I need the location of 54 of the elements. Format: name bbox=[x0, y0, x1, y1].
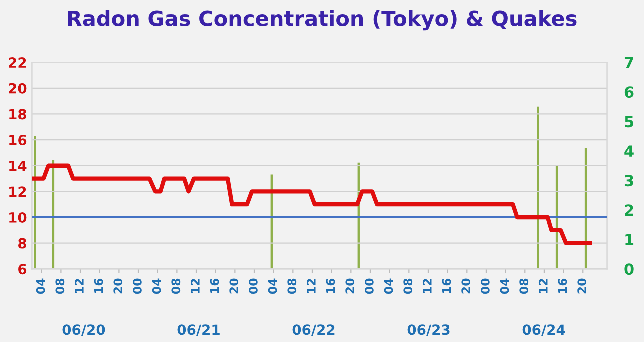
x-tick-label: 04 bbox=[152, 278, 162, 294]
x-tick-label: 08 bbox=[288, 278, 297, 294]
y2-tick-label: 2 bbox=[625, 204, 634, 216]
x-tick-label: 16 bbox=[558, 278, 568, 294]
y2-tick-label: 6 bbox=[624, 86, 634, 98]
x-tick-label: 08 bbox=[404, 278, 413, 294]
y-tick-label: 14 bbox=[10, 161, 27, 172]
x-tick-label: 08 bbox=[172, 278, 181, 294]
x-tick-label: 20 bbox=[230, 278, 239, 294]
y-tick-label: 20 bbox=[9, 83, 27, 94]
x-tick-label: 08 bbox=[56, 278, 65, 294]
y-tick-label: 22 bbox=[9, 58, 26, 68]
text: 06/22 bbox=[292, 324, 335, 336]
x-tick-label: 20 bbox=[114, 278, 123, 294]
x-tick-label: 12 bbox=[306, 279, 316, 294]
x-tick-label: 20 bbox=[346, 278, 355, 294]
x-tick-label: 12 bbox=[75, 279, 84, 294]
x-tick-label: 08 bbox=[520, 278, 529, 294]
x-tick-label: 20 bbox=[578, 278, 587, 294]
text: 06/21 bbox=[178, 324, 220, 336]
x-tick-label: 04 bbox=[36, 278, 46, 294]
chart-title: Radon Gas Concentration (Tokyo) & Quakes bbox=[68, 10, 577, 31]
x-tick-label: 20 bbox=[462, 278, 471, 294]
bar bbox=[537, 106, 540, 270]
y-tick-label: 12 bbox=[10, 186, 26, 197]
y2-tick-label: 4 bbox=[624, 146, 634, 157]
x-tick-label: 12 bbox=[191, 279, 200, 294]
x-tick-label: 04 bbox=[384, 278, 394, 294]
y-tick-label: 10 bbox=[10, 212, 27, 223]
x-tick-label: 12 bbox=[538, 279, 548, 294]
text: 06/20 bbox=[62, 324, 106, 336]
x-tick-label: 04 bbox=[268, 278, 278, 294]
y2-tick-label: 7 bbox=[624, 57, 634, 68]
y2-tick-label: 3 bbox=[624, 175, 634, 187]
x-tick-label: 12 bbox=[422, 279, 432, 294]
line-series bbox=[32, 164, 592, 246]
y2-tick-label: 1 bbox=[626, 234, 634, 246]
y2-tick-label: 5 bbox=[625, 116, 634, 128]
x-tick-label: 16 bbox=[210, 278, 220, 294]
x-tick-label: 00 bbox=[133, 278, 142, 294]
y2-tick-label: 0 bbox=[624, 264, 634, 276]
text: 06/24 bbox=[522, 324, 566, 336]
x-tick-label: 04 bbox=[500, 278, 510, 294]
text: 06/23 bbox=[408, 324, 450, 336]
x-tick-label: 00 bbox=[364, 278, 374, 294]
y-tick-label: 6 bbox=[18, 264, 27, 275]
x-tick-label: 16 bbox=[442, 278, 452, 294]
x-tick-label: 00 bbox=[249, 278, 258, 294]
y-tick-label: 16 bbox=[10, 135, 27, 146]
y-tick-label: 18 bbox=[10, 109, 26, 120]
x-tick-label: 16 bbox=[326, 278, 336, 294]
x-tick-label: 16 bbox=[94, 278, 104, 294]
x-tick-label: 00 bbox=[480, 278, 490, 294]
y-tick-label: 8 bbox=[18, 238, 26, 249]
